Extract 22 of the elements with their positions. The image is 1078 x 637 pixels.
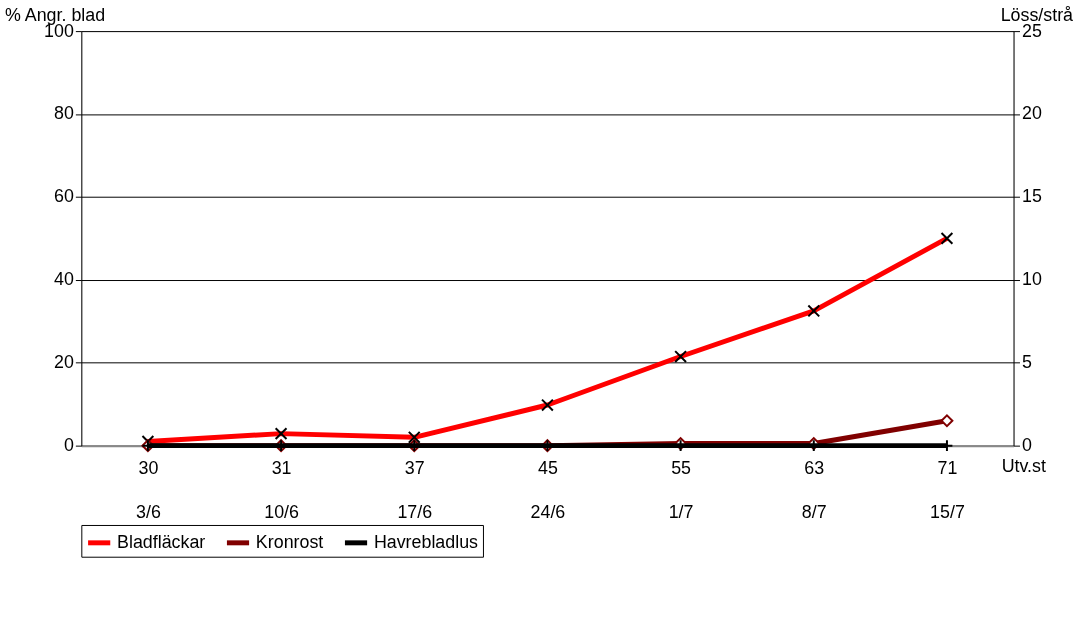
y-tick-label: 20 xyxy=(54,352,74,373)
category-label: 30 3/6 xyxy=(136,457,161,522)
category-label: 31 10/6 xyxy=(264,457,299,522)
legend-label: Havrebladlus xyxy=(373,531,479,552)
legend-label: Kronrost xyxy=(255,531,324,552)
y2-tick-label: 20 xyxy=(1021,103,1042,124)
y-tick-label: 40 xyxy=(54,269,74,290)
y2-tick-label: 15 xyxy=(1021,186,1042,207)
y2-tick-label: 5 xyxy=(1021,352,1032,373)
y-tick-label: 60 xyxy=(54,186,74,207)
category-label: 63 8/7 xyxy=(801,457,827,522)
category-label: 55 1/7 xyxy=(668,457,694,522)
legend-label: Bladfläckar xyxy=(117,531,206,552)
category-label: 45 24/6 xyxy=(530,457,566,522)
y2-tick-label: 0 xyxy=(1021,435,1032,456)
y2-tick-label: 10 xyxy=(1021,269,1042,290)
y2-tick-label: 25 xyxy=(1021,20,1042,41)
x-axis-title: Utv.st xyxy=(1001,456,1046,477)
category-label: 71 15/7 xyxy=(930,457,965,522)
y-tick-label: 80 xyxy=(54,103,74,124)
category-label: 37 17/6 xyxy=(397,457,433,522)
y-tick-label: 0 xyxy=(63,435,74,456)
